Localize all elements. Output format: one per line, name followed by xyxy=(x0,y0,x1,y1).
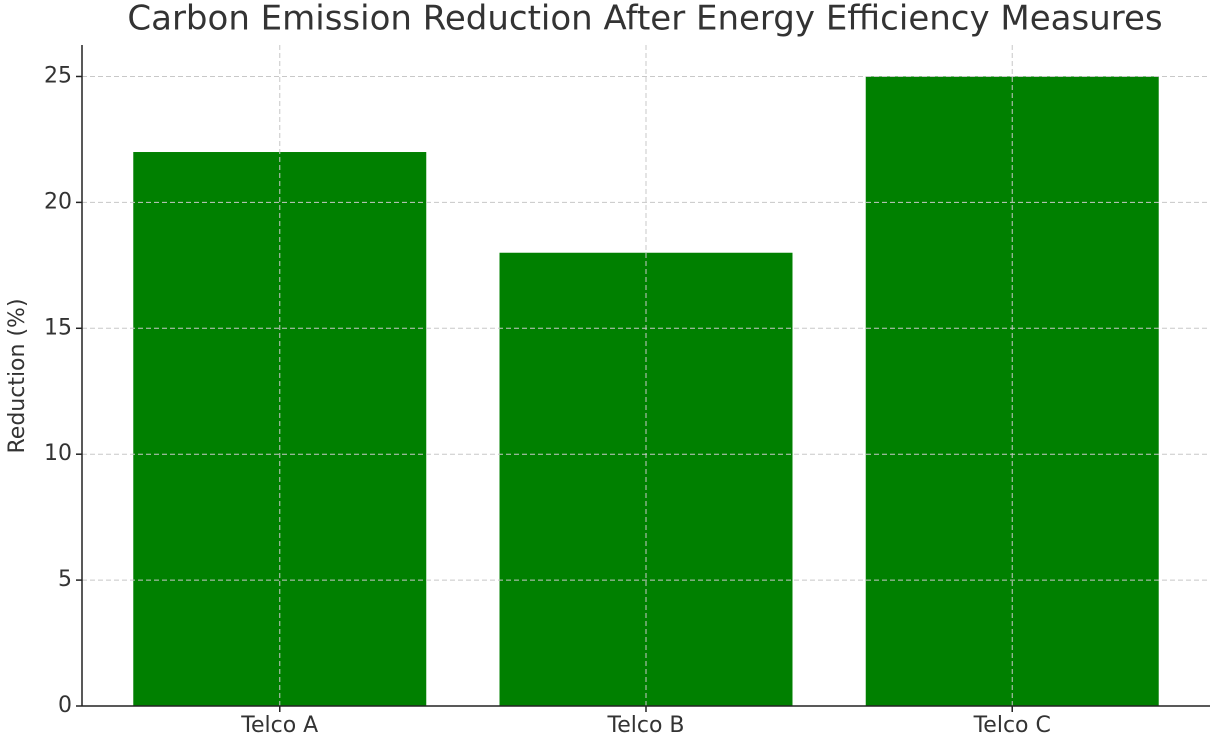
x-tick-label: Telco B xyxy=(607,713,685,738)
y-tick-label: 15 xyxy=(44,315,72,340)
x-tick-label: Telco C xyxy=(973,713,1051,738)
chart-title: Carbon Emission Reduction After Energy E… xyxy=(127,0,1162,39)
x-tick-label: Telco A xyxy=(240,713,318,738)
y-tick-label: 10 xyxy=(44,441,72,466)
y-tick-label: 20 xyxy=(44,189,72,214)
y-tick-label: 25 xyxy=(44,63,72,88)
y-tick-label: 5 xyxy=(58,567,72,592)
y-axis-label: Reduction (%) xyxy=(5,298,30,453)
y-tick-label: 0 xyxy=(58,693,72,718)
